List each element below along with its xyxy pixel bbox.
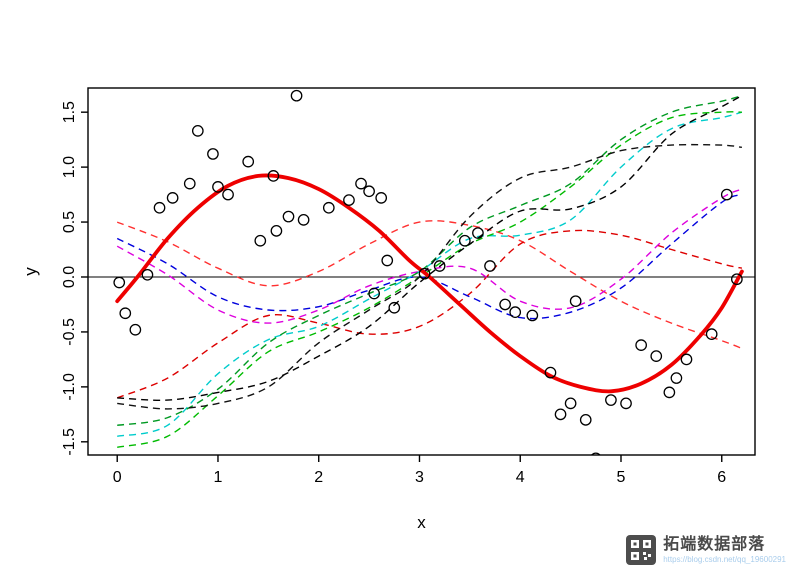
data-point — [526, 309, 539, 322]
data-point — [141, 268, 154, 281]
data-point — [290, 89, 303, 102]
data-point — [605, 394, 617, 406]
y-tick-label: -1.5 — [61, 428, 78, 456]
data-point — [242, 155, 255, 168]
data-point — [663, 386, 676, 399]
data-point — [166, 192, 179, 204]
cyan-dashed — [117, 111, 743, 437]
data-point — [153, 201, 166, 214]
data-point — [381, 254, 394, 267]
data-point — [650, 350, 663, 362]
black-dashed-1 — [117, 95, 743, 401]
data-point — [564, 397, 577, 410]
data-point — [322, 201, 335, 214]
data-point — [620, 397, 632, 410]
data-point — [590, 452, 601, 455]
data-point — [212, 181, 224, 193]
data-point — [670, 372, 683, 384]
data-point — [635, 339, 647, 351]
data-point — [343, 194, 355, 206]
data-point — [731, 273, 743, 286]
data-point — [472, 227, 484, 239]
x-tick-label: 5 — [617, 469, 626, 486]
y-tick-label: 1.0 — [61, 156, 78, 178]
data-point — [579, 413, 592, 426]
y-tick-label: -0.5 — [61, 318, 78, 346]
data-point — [375, 192, 388, 204]
data-point — [499, 298, 511, 311]
plot-border — [87, 87, 756, 456]
x-tick-label: 4 — [516, 469, 525, 486]
x-tick-label: 6 — [717, 469, 726, 486]
data-point — [544, 366, 557, 379]
data-point — [458, 234, 471, 247]
green-dashed-2 — [117, 95, 743, 426]
y-axis-label: y — [21, 267, 40, 276]
magenta-dashed — [116, 188, 743, 324]
data-point — [282, 210, 295, 223]
watermark-url: https://blog.csdn.net/qq_19600291 — [663, 554, 786, 564]
data-point — [720, 188, 733, 201]
blue-dashed — [116, 193, 743, 320]
data-point — [680, 353, 693, 366]
x-tick-label: 2 — [314, 469, 323, 486]
data-point — [254, 234, 267, 247]
data-point — [129, 323, 142, 336]
data-point — [113, 276, 126, 289]
data-point — [433, 260, 446, 272]
x-axis-label: x — [417, 513, 426, 532]
data-point — [270, 224, 283, 237]
sine-curve — [115, 173, 744, 394]
x-tick-label: 3 — [415, 469, 424, 486]
data-point — [368, 287, 380, 300]
green-dashed-1 — [117, 111, 742, 448]
data-point — [119, 307, 132, 320]
x-tick-label: 1 — [214, 469, 223, 486]
data-point — [705, 328, 718, 340]
y-tick-label: 1.5 — [61, 101, 78, 123]
data-point — [207, 148, 219, 160]
data-point — [191, 125, 204, 137]
data-point — [484, 260, 496, 272]
data-point — [355, 177, 367, 190]
y-tick-label: 0.5 — [61, 211, 78, 233]
x-tick-label: 0 — [113, 469, 122, 486]
data-point — [418, 267, 431, 280]
data-point — [509, 306, 522, 319]
data-point — [267, 170, 280, 182]
data-point — [297, 214, 310, 226]
y-tick-label: 0.0 — [61, 266, 78, 288]
black-dashed-2 — [117, 143, 742, 410]
data-point — [554, 408, 567, 421]
data-point — [569, 295, 582, 308]
qr-logo-icon — [626, 534, 657, 565]
data-point — [183, 177, 196, 190]
data-point — [388, 301, 401, 314]
y-tick-label: -1.0 — [61, 373, 78, 401]
red-dashed-2 — [116, 229, 743, 399]
data-point — [363, 185, 375, 198]
red-dashed-1 — [116, 220, 743, 350]
watermark-brand: 拓端数据部落 — [663, 535, 766, 553]
data-point — [222, 188, 234, 201]
watermark: 拓端数据部落 https://blog.csdn.net/qq_19600291 — [626, 534, 786, 565]
